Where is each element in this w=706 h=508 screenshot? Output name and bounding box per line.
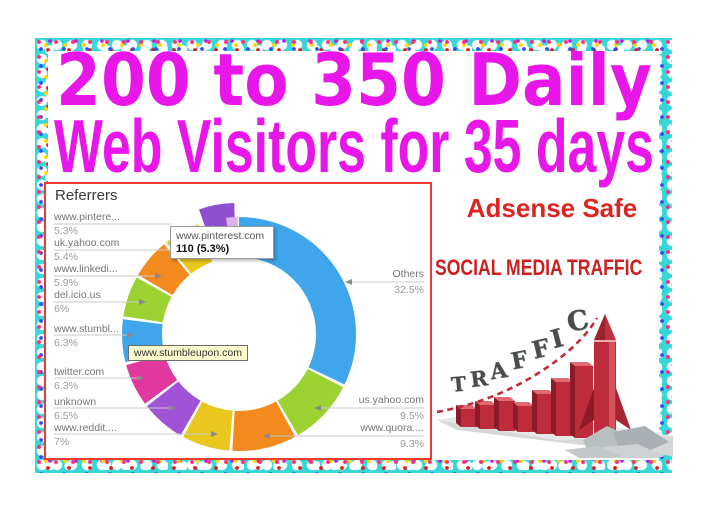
leader-arrow — [137, 375, 144, 381]
leader-arrow — [139, 299, 146, 305]
traffic-bar — [551, 378, 573, 382]
social-media-traffic-text: SOCIAL MEDIA TRAFFIC — [435, 255, 643, 280]
traffic-bar — [475, 401, 480, 429]
traffic-letter: R — [468, 365, 489, 392]
chart-title: Referrers — [55, 187, 118, 204]
donut-slice — [122, 217, 356, 451]
legend-label: twitter.com — [54, 366, 105, 378]
headline-line2: Web Visitors for 35 days — [54, 104, 654, 188]
legend-percent: 9.5% — [400, 410, 424, 422]
traffic-letter: T — [449, 371, 467, 397]
traffic-bar — [532, 390, 537, 434]
legend-percent: 6.5% — [54, 410, 78, 422]
legend-percent: 32.5% — [394, 284, 424, 296]
tooltip-label: www.pinterest.com — [176, 230, 265, 242]
traffic-letter: C — [564, 304, 592, 339]
legend-item-www-quora-: www.quora.... 9.3% — [329, 422, 424, 451]
traffic-bar — [480, 405, 496, 429]
leader-arrow — [155, 273, 162, 279]
legend-label: uk.yahoo.com — [54, 237, 120, 249]
legend-item-www-linkedi-: www.linkedi... 5.9% — [54, 263, 172, 290]
leader-arrow — [314, 405, 321, 411]
traffic-bar — [532, 390, 554, 394]
legend-percent: 5.3% — [54, 225, 78, 237]
traffic-bar — [518, 406, 534, 432]
traffic-bar — [513, 402, 534, 406]
legend-percent: 6.3% — [54, 337, 78, 349]
rocket-icon — [579, 314, 631, 443]
traffic-bar — [494, 397, 499, 431]
traffic-bar — [570, 362, 575, 438]
legend-label: www.reddit.... — [54, 422, 118, 434]
traffic-bar — [513, 402, 518, 432]
leader-arrow — [211, 431, 218, 437]
leader-arrow — [127, 332, 134, 338]
legend-percent: 6% — [54, 303, 70, 315]
growth-dashed-curve — [437, 317, 599, 414]
legend-label: www.stumbl... — [54, 323, 119, 335]
legend-label: unknown — [54, 396, 97, 408]
pinterest-tooltip: www.pinterest.com 110 (5.3%) — [170, 226, 274, 259]
legend-label: www.pintere... — [54, 211, 120, 223]
donut-slice — [122, 217, 356, 451]
legend-label: del.icio.us — [54, 289, 101, 301]
traffic-bar — [456, 405, 461, 427]
legend-item-www-stumbl-: www.stumbl... 6.3% — [54, 323, 172, 350]
headline-line1: 200 to 350 Daily — [56, 51, 652, 122]
confetti-border-frame: 200 to 350 Daily Web Visitors for 35 day… — [35, 38, 673, 473]
traffic-bar — [551, 378, 556, 436]
tooltip-value: 110 (5.3%) — [176, 243, 230, 255]
leader-arrow — [345, 279, 352, 285]
traffic-bar — [499, 401, 515, 431]
legend-label: www.quora.... — [360, 422, 424, 434]
legend-item-uk-yahoo-com: uk.yahoo.com 5.4% — [54, 237, 172, 264]
stumbleupon-tooltip: www.stumbleupon.com — [128, 345, 248, 361]
traffic-letter: A — [488, 356, 510, 386]
legend-percent: 6.3% — [54, 380, 78, 392]
legend-label: www.linkedi... — [54, 263, 118, 275]
traffic-bar — [461, 409, 477, 427]
legend-item-del-icio-us: del.icio.us 6% — [54, 289, 172, 316]
legend-item-www-pintere-: www.pintere... 5.3% — [54, 211, 172, 238]
legend-item-www-reddit-: www.reddit.... 7% — [54, 422, 172, 449]
headline-block: 200 to 350 Daily Web Visitors for 35 day… — [54, 51, 654, 188]
legend-percent: 7% — [54, 436, 70, 448]
traffic-bar — [556, 382, 573, 436]
leader-arrow — [263, 433, 270, 439]
rocks — [565, 426, 669, 458]
legend-percent: 9.3% — [400, 438, 424, 450]
legend-label: us.yahoo.com — [358, 394, 424, 406]
content-area: 200 to 350 Daily Web Visitors for 35 day… — [44, 51, 673, 460]
legend-item-unknown: unknown 6.5% — [54, 396, 172, 423]
traffic-bar — [494, 397, 515, 401]
adsense-safe-text: Adsense Safe — [466, 193, 638, 223]
traffic-bar — [537, 394, 554, 434]
legend-item-Others: Others 32.5% — [329, 268, 424, 297]
referrers-chart-panel: Referrers www.pintere... 5.3% uk.yahoo.com… — [44, 182, 432, 460]
legend-percent: 5.9% — [54, 277, 78, 289]
legend-item-twitter-com: twitter.com 6.3% — [54, 366, 172, 393]
legend-percent: 5.4% — [54, 251, 78, 263]
leader-arrow — [169, 405, 176, 411]
legend-label: Others — [392, 268, 424, 280]
legend-item-us-yahoo-com: us.yahoo.com 9.5% — [329, 394, 424, 423]
traffic-illustration — [437, 314, 673, 458]
traffic-bar — [570, 362, 593, 366]
